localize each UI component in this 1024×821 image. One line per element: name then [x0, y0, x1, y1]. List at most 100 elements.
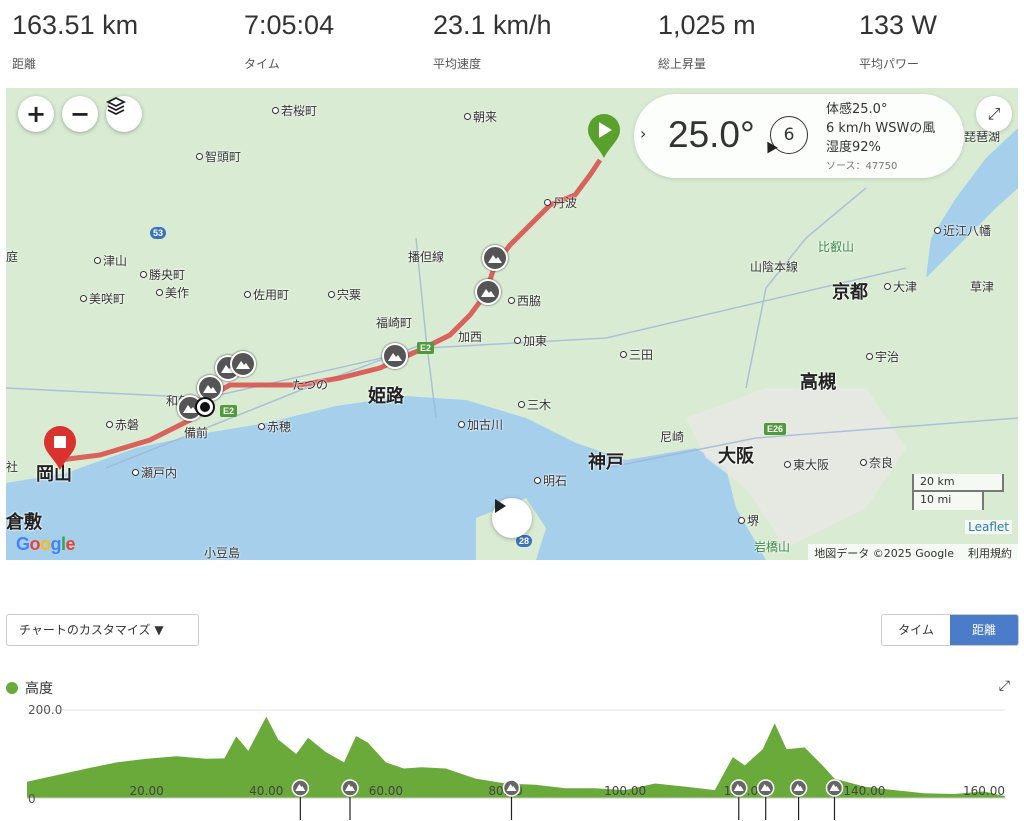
map-label: 社 — [6, 460, 19, 474]
stat-label: タイム — [244, 57, 280, 71]
stat-value: 1,025 m — [658, 10, 756, 40]
mountain-icon — [733, 784, 744, 791]
map-label: 宇治 — [866, 348, 899, 365]
mountain-marker[interactable] — [197, 375, 223, 401]
elevation-chart[interactable]: 200.0020.0040.0060.0080.00100.00120.0014… — [0, 695, 1024, 821]
map-label: 岡山 — [36, 464, 72, 485]
weather-widget[interactable]: › 25.0° 6 体感25.0° 6 km/h WSWの風 湿度92% ソース… — [634, 94, 964, 178]
legend-label: 高度 — [25, 681, 53, 697]
toggle-time[interactable]: タイム — [898, 623, 934, 637]
chart-legend[interactable]: 高度 — [6, 678, 53, 698]
wind-speed: 6 — [783, 125, 795, 145]
current-position-marker — [197, 399, 213, 415]
finish-marker[interactable] — [42, 424, 78, 472]
map-label: 明石 — [534, 472, 567, 489]
map-label: 加西 — [458, 330, 483, 344]
expand-icon: ⤢ — [987, 104, 1001, 123]
weather-details: 体感25.0° 6 km/h WSWの風 湿度92% ソース：47750 — [826, 100, 935, 176]
terms-link[interactable]: 利用規約 — [968, 547, 1012, 560]
mountain-icon — [506, 784, 517, 791]
stat-time: 7:05:04 タイム — [244, 10, 334, 72]
x-tick-label: 40.00 — [249, 784, 283, 798]
map-label: 堺 — [738, 512, 759, 529]
play-route-button[interactable] — [492, 498, 532, 538]
map-label: 播但線 — [408, 250, 445, 264]
sea — [6, 396, 766, 560]
map-label: 山陰本線 — [750, 260, 799, 274]
x-tick-label: 100.00 — [604, 784, 646, 798]
stat-value: 133 W — [859, 10, 938, 40]
weather-source: ソース：47750 — [826, 161, 898, 172]
map-label: 美作 — [156, 284, 189, 301]
map-label: 三田 — [620, 346, 653, 363]
mountain-icon — [760, 784, 771, 791]
legend-dot — [6, 682, 18, 694]
x-tick-label: 20.00 — [129, 784, 163, 798]
map-label: 庭 — [6, 250, 19, 264]
zoom-in-button[interactable]: + — [18, 96, 54, 132]
wind-text: 6 km/h WSWの風 — [826, 121, 936, 136]
chevron-right-icon[interactable]: › — [640, 124, 647, 143]
map-label: 小豆島 — [204, 546, 241, 560]
stat-value: 23.1 km/h — [433, 10, 552, 40]
scale-bar: 20 km 10 mi — [912, 474, 1004, 510]
stat-value: 163.51 km — [12, 10, 139, 40]
route-map[interactable]: 若桜町朝来智頭町丹波津山勝央町美作佐用町宍粟美咲町福崎町西脇加西加東三田和気たつ… — [6, 88, 1018, 560]
mountain-icon — [829, 784, 840, 791]
stat-avg-power: 133 W 平均パワー — [859, 10, 937, 72]
map-label: 尼崎 — [660, 430, 685, 444]
mountain-marker[interactable] — [230, 351, 256, 377]
mountain-marker[interactable] — [475, 279, 501, 305]
map-label: 瀬戸内 — [132, 464, 177, 481]
x-tick-label: 60.00 — [369, 784, 403, 798]
start-marker[interactable] — [586, 112, 622, 160]
expand-icon: ⤢ — [998, 678, 1010, 694]
humidity: 湿度92% — [826, 140, 881, 155]
map-label: 草津 — [970, 280, 995, 294]
map-label: 西脇 — [508, 292, 541, 309]
zoom-out-button[interactable]: − — [62, 96, 98, 132]
wind-indicator: 6 — [770, 116, 808, 154]
y-tick-label: 0 — [28, 792, 36, 806]
map-label: 姫路 — [368, 386, 404, 407]
y-tick-label: 200.0 — [28, 703, 62, 717]
stat-value: 7:05:04 — [244, 10, 335, 40]
map-label: 大津 — [884, 278, 917, 295]
road-label-28: 28 — [516, 535, 533, 547]
map-label: 倉敷 — [6, 512, 42, 533]
map-label: 奈良 — [860, 454, 893, 471]
map-attribution: 地図データ ©2025 Google 利用規約 — [808, 544, 1018, 560]
layers-button[interactable] — [106, 96, 142, 132]
map-label: 大阪 — [718, 446, 754, 467]
stat-label: 総上昇量 — [658, 57, 707, 71]
layers-icon — [106, 96, 126, 116]
road-label-53: 53 — [150, 227, 167, 239]
mountain-marker[interactable] — [482, 245, 508, 271]
x-axis-toggle[interactable]: タイム 距離 — [881, 614, 1019, 646]
map-label: 福崎町 — [376, 316, 413, 330]
stat-elevation-gain: 1,025 m 総上昇量 — [658, 10, 756, 72]
road-label-e2: E2 — [220, 405, 238, 417]
map-label: 加古川 — [458, 416, 503, 433]
customize-chart-dropdown[interactable]: チャートのカスタマイズ ▼ — [6, 614, 199, 646]
mountain-icon — [793, 784, 804, 791]
stat-avg-speed: 23.1 km/h 平均速度 — [433, 10, 552, 72]
map-label: 佐用町 — [244, 286, 289, 303]
map-label: 智頭町 — [196, 148, 241, 165]
map-label: 神戸 — [588, 452, 624, 473]
road-label-e26: E26 — [764, 423, 787, 435]
elevation-area — [27, 716, 1005, 798]
map-label: 朝来 — [464, 108, 497, 125]
map-label: たつの — [292, 378, 329, 392]
mountain-icon — [295, 784, 306, 791]
fullscreen-chart-button[interactable]: ⤢ — [999, 678, 1010, 694]
map-label: 比叡山 — [818, 240, 855, 254]
scale-imperial: 10 mi — [912, 492, 984, 510]
mountain-marker[interactable] — [382, 343, 408, 369]
map-label: 赤磐 — [106, 416, 139, 433]
toggle-distance[interactable]: 距離 — [950, 615, 1018, 645]
x-tick-label: 140.00 — [843, 784, 885, 798]
leaflet-link[interactable]: Leaflet — [965, 520, 1012, 534]
map-label: 琵琶湖 — [964, 130, 1001, 144]
fullscreen-map-button[interactable]: ⤢ — [976, 96, 1012, 132]
